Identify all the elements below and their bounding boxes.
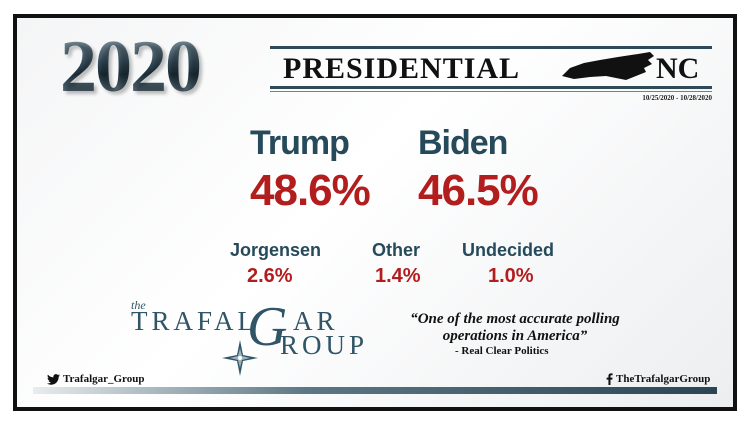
logo-ar: AR <box>293 306 339 336</box>
twitter-icon <box>47 373 60 385</box>
title-rule-bottom <box>270 86 712 89</box>
title-presidential: PRESIDENTIAL <box>283 52 521 85</box>
candidate-percent-trump: 48.6% <box>250 166 371 215</box>
facebook-handle-text: TheTrafalgarGroup <box>616 373 711 385</box>
logo-g: G <box>247 296 288 358</box>
candidate-percent-other: 1.4% <box>375 265 421 287</box>
candidate-percent-undecided: 1.0% <box>488 265 534 287</box>
candidate-name-trump: Trump <box>250 124 350 162</box>
quote-text: “One of the most accurate polling operat… <box>410 311 620 344</box>
logo-trafal: TRAFAL <box>131 306 259 336</box>
candidate-name-jorgensen: Jorgensen <box>230 240 322 260</box>
north-carolina-map-icon <box>562 52 654 80</box>
facebook-handle: TheTrafalgarGroup <box>606 373 710 385</box>
state-label: NC <box>656 52 700 85</box>
twitter-handle: Trafalgar_Group <box>47 373 144 385</box>
title-rule-top <box>270 46 712 49</box>
candidate-percent-jorgensen: 2.6% <box>247 265 293 287</box>
graphic-frame <box>13 14 737 411</box>
logo-group: ROUP <box>280 330 369 360</box>
title-rule-thin <box>270 91 712 92</box>
twitter-handle-text: Trafalgar_Group <box>63 373 145 385</box>
candidate-name-biden: Biden <box>418 124 508 162</box>
quote-source: - Real Clear Politics <box>455 345 549 357</box>
facebook-icon <box>606 373 613 385</box>
candidate-percent-biden: 46.5% <box>418 166 539 215</box>
logo-the: the <box>131 298 146 312</box>
year-heading: 2020 <box>60 26 202 108</box>
candidate-name-undecided: Undecided <box>462 240 555 260</box>
compass-rose-icon <box>222 340 258 376</box>
candidate-name-other: Other <box>372 240 421 260</box>
bottom-bar <box>33 387 717 394</box>
poll-dates: 10/25/2020 - 10/28/2020 <box>642 94 712 102</box>
